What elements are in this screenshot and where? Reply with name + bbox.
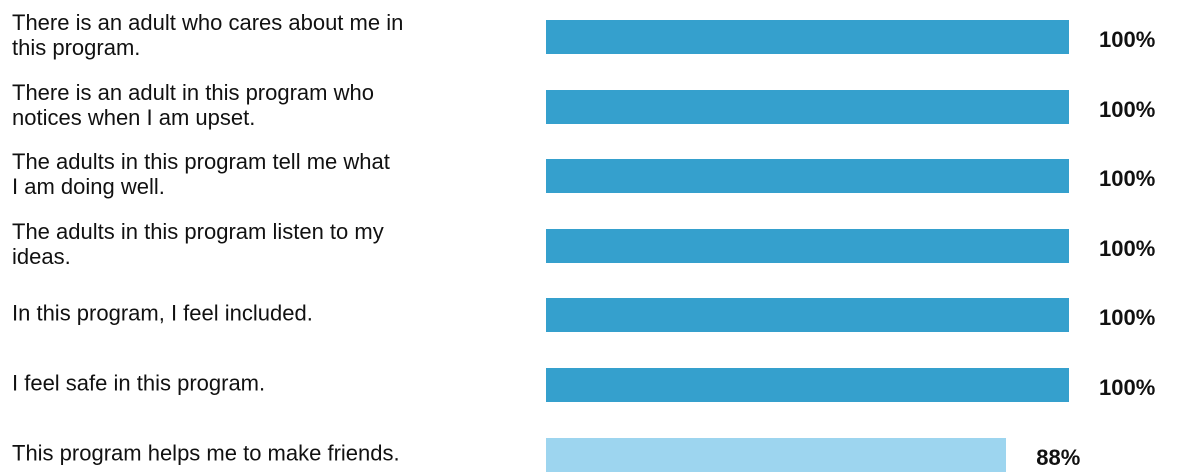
value-label: 100% [1099, 235, 1156, 261]
bar [546, 298, 1069, 333]
category-label: There is an adult who cares about me in … [12, 10, 404, 60]
value-label: 100% [1099, 96, 1156, 122]
bar [546, 368, 1069, 402]
category-label: I feel safe in this program. [12, 370, 266, 396]
category-label: The adults in this program listen to my … [12, 218, 384, 269]
value-label: 88% [1036, 444, 1081, 470]
bar [546, 159, 1069, 194]
value-label: 100% [1099, 166, 1156, 192]
category-label: This program helps me to make friends. [12, 440, 400, 466]
bar [546, 20, 1069, 54]
value-label: 100% [1099, 27, 1156, 52]
bar [546, 89, 1069, 124]
value-label: 100% [1099, 375, 1156, 400]
category-label: The adults in this program tell me what … [12, 149, 390, 200]
value-label: 100% [1099, 305, 1156, 331]
bar [546, 228, 1069, 263]
category-label: In this program, I feel included. [12, 300, 313, 326]
category-label: There is an adult in this program who no… [12, 79, 374, 130]
bar [546, 437, 1007, 472]
